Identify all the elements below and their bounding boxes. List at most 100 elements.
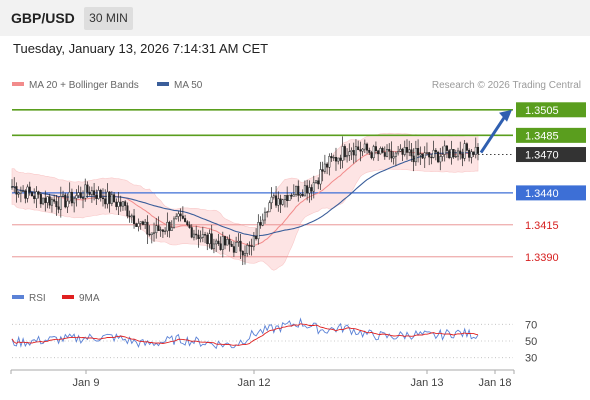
candle-body bbox=[330, 156, 333, 159]
candle-body bbox=[221, 236, 224, 250]
candle-body bbox=[323, 163, 326, 172]
candle-body bbox=[372, 146, 375, 159]
credit-label: Research © 2026 Trading Central bbox=[431, 80, 581, 91]
candle-body bbox=[257, 222, 260, 240]
candle-body bbox=[401, 148, 404, 155]
candle-body bbox=[263, 211, 266, 221]
candle-body bbox=[161, 229, 164, 232]
candle-body bbox=[119, 201, 122, 207]
candle-body bbox=[377, 150, 380, 155]
candle-body bbox=[199, 237, 202, 239]
candle-body bbox=[124, 201, 127, 206]
candle-body bbox=[50, 199, 53, 206]
candle-body bbox=[348, 151, 351, 156]
candle-body bbox=[261, 219, 264, 226]
legend-swatch bbox=[62, 295, 74, 300]
candle-body bbox=[432, 149, 435, 158]
candle-body bbox=[308, 187, 311, 194]
level-badge-1.3505 bbox=[516, 102, 586, 118]
candle-body bbox=[454, 155, 457, 158]
rsi-tick-label: 30 bbox=[525, 353, 537, 365]
candle-body bbox=[30, 192, 33, 197]
candle-body bbox=[281, 199, 284, 205]
candle-body bbox=[419, 153, 422, 156]
candle-body bbox=[184, 218, 187, 222]
candle-body bbox=[33, 195, 36, 200]
timeframe-button[interactable]: 30 MIN bbox=[84, 7, 133, 30]
candle-body bbox=[192, 233, 195, 238]
candle-body bbox=[139, 221, 142, 224]
candle-body bbox=[390, 150, 393, 159]
candle-body bbox=[423, 152, 426, 159]
level-label-1.3390: 1.3390 bbox=[525, 252, 559, 264]
level-label-1.3505: 1.3505 bbox=[525, 105, 559, 117]
candle-body bbox=[37, 191, 40, 195]
candle-body bbox=[310, 187, 313, 192]
bollinger-band bbox=[11, 132, 479, 271]
candle-body bbox=[106, 191, 109, 205]
candle-body bbox=[472, 151, 475, 155]
candle-body bbox=[130, 215, 133, 218]
level-label-1.3440: 1.3440 bbox=[525, 188, 559, 200]
candle-body bbox=[374, 146, 377, 152]
candle-body bbox=[179, 213, 182, 217]
candle-body bbox=[181, 215, 184, 219]
candle-body bbox=[81, 197, 85, 199]
candle-body bbox=[215, 240, 218, 245]
candle-body bbox=[177, 213, 180, 217]
legend-label: MA 20 + Bollinger Bands bbox=[29, 80, 139, 91]
candle-body bbox=[219, 243, 222, 250]
candle-body bbox=[64, 194, 67, 208]
candle-body bbox=[166, 221, 169, 232]
candle-body bbox=[22, 190, 25, 192]
rsi-9ma-line bbox=[11, 323, 479, 346]
candle-body bbox=[226, 239, 229, 246]
candle-body bbox=[346, 155, 349, 158]
candle-body bbox=[137, 223, 140, 227]
candle-body bbox=[117, 201, 120, 207]
candle-body bbox=[232, 246, 235, 253]
candle-body bbox=[428, 152, 431, 158]
candle-body bbox=[197, 234, 200, 239]
candle-body bbox=[299, 193, 302, 196]
candle-body bbox=[172, 218, 176, 228]
candle-body bbox=[237, 240, 240, 243]
candle-body bbox=[279, 198, 282, 205]
symbol-label: GBP/USD bbox=[11, 10, 75, 26]
candle-body bbox=[195, 233, 198, 236]
candle-body bbox=[363, 143, 366, 150]
candle-body bbox=[259, 222, 262, 226]
candle-body bbox=[157, 225, 160, 231]
candle-body bbox=[328, 156, 331, 168]
candle-body bbox=[290, 194, 293, 197]
candle-body bbox=[133, 215, 136, 224]
candle-body bbox=[410, 149, 413, 157]
x-tick-label: Jan 12 bbox=[237, 377, 270, 389]
rsi-tick-label: 70 bbox=[525, 319, 537, 331]
candle-body bbox=[283, 195, 286, 201]
candle-body bbox=[437, 151, 440, 163]
legend-label: RSI bbox=[29, 293, 46, 304]
candle-body bbox=[317, 180, 320, 185]
candle-body bbox=[383, 152, 386, 157]
candle-body bbox=[448, 150, 451, 159]
candle-body bbox=[319, 169, 322, 185]
candle-body bbox=[108, 191, 111, 204]
candle-body bbox=[201, 234, 204, 238]
candle-body bbox=[146, 221, 149, 235]
candle-body bbox=[421, 153, 424, 159]
level-badge-1.3485 bbox=[516, 127, 586, 143]
candle-body bbox=[113, 194, 116, 203]
candle-body bbox=[144, 221, 147, 225]
candle-body bbox=[461, 153, 464, 159]
candle-body bbox=[277, 198, 280, 206]
candle-body bbox=[86, 184, 89, 193]
candle-body bbox=[150, 232, 153, 236]
candle-body bbox=[164, 230, 167, 233]
candle-body bbox=[99, 189, 102, 198]
candle-body bbox=[286, 195, 289, 201]
candle-body bbox=[463, 143, 466, 159]
candle-body bbox=[204, 234, 207, 236]
candle-body bbox=[457, 150, 460, 157]
candle-body bbox=[252, 235, 255, 247]
